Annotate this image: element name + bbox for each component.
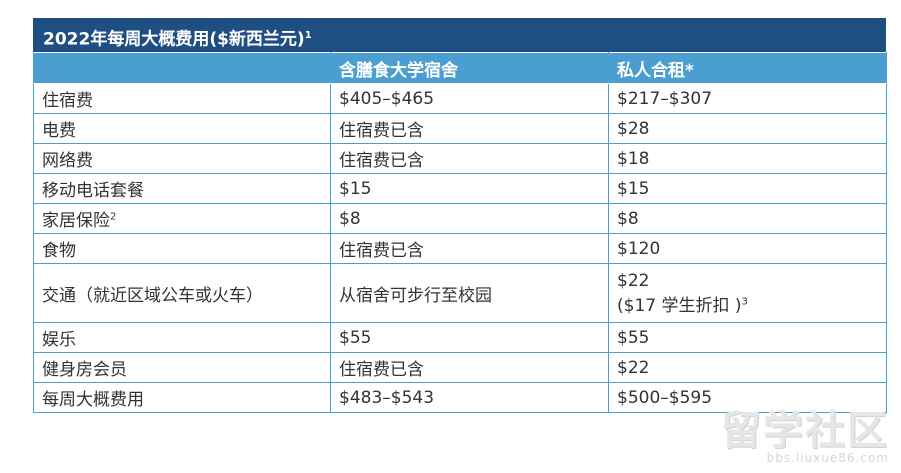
item-label: 移动电话套餐 [42,181,144,201]
item-label: 住宿费 [42,91,93,111]
table-row: 住宿费 $405–$465 $217–$307 [33,83,887,114]
row-dorm: $15 [330,173,609,204]
table-title: 2022年每周大概费用($新西兰元)1 [33,18,886,52]
row-private: $120 [608,233,887,264]
cost-table-container: 2022年每周大概费用($新西兰元)1 含膳食大学宿舍 私人合租* 住宿费 $4… [33,18,887,413]
row-private: $8 [608,203,887,234]
row-dorm: 住宿费已含 [330,233,609,264]
row-dorm: 住宿费已含 [330,352,609,383]
row-item: 家居保险2 [33,203,331,234]
row-item: 住宿费 [33,83,331,114]
item-label: 食物 [42,241,76,261]
row-private: $55 [608,322,887,353]
item-label: 健身房会员 [42,360,127,380]
row-item: 食物 [33,233,331,264]
row-private: $15 [608,173,887,204]
table-row: 家居保险2 $8 $8 [33,203,887,234]
item-label: 娱乐 [42,330,76,350]
row-private: $22 ($17 学生折扣 )3 [608,263,887,323]
table-row: 网络费 住宿费已含 $18 [33,143,887,174]
title-footnote-marker: 1 [304,30,312,41]
private-value: $22 [617,270,650,291]
item-label: 电费 [42,121,76,141]
row-item: 每周大概费用 [33,382,331,413]
row-dorm: $55 [330,322,609,353]
row-private: $500–$595 [608,382,887,413]
table-row: 食物 住宿费已含 $120 [33,233,887,264]
table-row: 健身房会员 住宿费已含 $22 [33,352,887,383]
row-private: $217–$307 [608,83,887,114]
row-dorm: $8 [330,203,609,234]
student-discount-note: ($17 学生折扣 ) [617,295,742,316]
watermark-main: 留学社区 [721,408,889,454]
row-item: 健身房会员 [33,352,331,383]
row-private: $22 [608,352,887,383]
row-dorm: 从宿舍可步行至校园 [330,263,609,323]
row-private: $28 [608,113,887,144]
row-dorm: $483–$543 [330,382,609,413]
row-dorm: 住宿费已含 [330,113,609,144]
private-note: ($17 学生折扣 )3 [617,291,886,316]
row-dorm: 住宿费已含 [330,143,609,174]
header-dorm: 含膳食大学宿舍 [330,52,609,84]
row-item: 娱乐 [33,322,331,353]
row-item: 电费 [33,113,331,144]
watermark: 留学社区 bbs.liuxue86.com [721,411,889,465]
header-private: 私人合租* [608,52,887,84]
item-label: 每周大概费用 [42,390,144,410]
item-label: 网络费 [42,151,93,171]
row-item: 移动电话套餐 [33,173,331,204]
weekly-cost-table: 含膳食大学宿舍 私人合租* 住宿费 $405–$465 $217–$307 电费… [33,52,887,413]
table-row: 交通（就近区域公车或火车） 从宿舍可步行至校园 $22 ($17 学生折扣 )3 [33,263,887,323]
row-private: $18 [608,143,887,174]
item-label: 交通（就近区域公车或火车） [42,285,263,306]
table-row: 移动电话套餐 $15 $15 [33,173,887,204]
footnote-marker: 3 [741,295,748,307]
watermark-url: bbs.liuxue86.com [766,451,889,465]
table-title-text: 2022年每周大概费用($新西兰元) [43,29,305,50]
table-row: 每周大概费用 $483–$543 $500–$595 [33,382,887,413]
table-row: 娱乐 $55 $55 [33,322,887,353]
item-label: 家居保险 [42,211,110,231]
row-dorm: $405–$465 [330,83,609,114]
row-item: 交通（就近区域公车或火车） [33,263,331,323]
table-row: 电费 住宿费已含 $28 [33,113,887,144]
footnote-marker: 2 [110,211,117,223]
header-row: 含膳食大学宿舍 私人合租* [33,52,887,84]
header-item [33,52,331,84]
row-item: 网络费 [33,143,331,174]
